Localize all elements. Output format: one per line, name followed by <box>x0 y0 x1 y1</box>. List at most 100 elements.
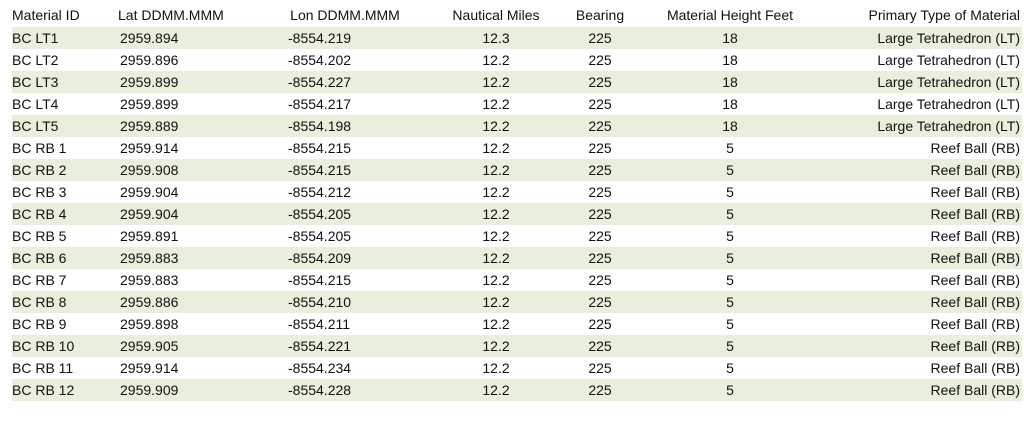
cell-lat: 2959.896 <box>120 52 179 68</box>
cell-height: 18 <box>722 74 738 90</box>
cell-lat: 2959.886 <box>120 294 179 310</box>
cell-nautical-miles: 12.2 <box>482 272 510 288</box>
cell-lon: -8554.228 <box>288 382 352 398</box>
table-row: BC RB 8 2959.886 -8554.210 12.2 225 5 Reef Bal… <box>12 291 1022 313</box>
cell-nautical-miles: 12.3 <box>482 30 510 46</box>
table-row: BC LT2 2959.896 -8554.202 12.2 225 18 Large Te… <box>12 49 1022 71</box>
table-row: BC RB 11 2959.914 -8554.234 12.2 225 5 Reef Ba… <box>12 357 1022 379</box>
cell-bearing: 225 <box>588 250 612 266</box>
cell-material-id: BC RB 3 <box>12 184 67 200</box>
header-bearing: Bearing <box>575 7 625 23</box>
cell-lon: -8554.217 <box>288 96 352 112</box>
cell-bearing: 225 <box>588 52 612 68</box>
cell-lon: -8554.209 <box>288 250 352 266</box>
cell-type: Reef Ball (RB) <box>930 184 1020 200</box>
cell-bearing: 225 <box>588 30 612 46</box>
cell-height: 5 <box>726 228 734 244</box>
cell-bearing: 225 <box>588 74 612 90</box>
cell-material-id: BC LT3 <box>12 74 59 90</box>
cell-material-id: BC RB 8 <box>12 294 67 310</box>
cell-height: 5 <box>726 360 734 376</box>
cell-lat: 2959.891 <box>120 228 179 244</box>
cell-bearing: 225 <box>588 360 612 376</box>
cell-lon: -8554.205 <box>288 206 352 222</box>
cell-bearing: 225 <box>588 162 612 178</box>
table-row: BC LT3 2959.899 -8554.227 12.2 225 18 Large Te… <box>12 71 1022 93</box>
cell-lat: 2959.883 <box>120 272 179 288</box>
cell-material-id: BC RB 11 <box>12 360 74 376</box>
cell-type: Large Tetrahedron (LT) <box>877 52 1020 68</box>
cell-bearing: 225 <box>588 272 612 288</box>
cell-type: Reef Ball (RB) <box>930 206 1020 222</box>
cell-type: Reef Ball (RB) <box>930 272 1020 288</box>
cell-nautical-miles: 12.2 <box>482 140 510 156</box>
table-row: BC RB 3 2959.904 -8554.212 12.2 225 5 Reef Bal… <box>12 181 1022 203</box>
table-header: Material ID Lat DDMM.MMM Lon DDMM.MMM Na… <box>12 4 1022 27</box>
cell-nautical-miles: 12.2 <box>482 228 510 244</box>
cell-nautical-miles: 12.2 <box>482 162 510 178</box>
cell-nautical-miles: 12.2 <box>482 74 510 90</box>
cell-type: Large Tetrahedron (LT) <box>877 96 1020 112</box>
header-lat: Lat DDMM.MMM <box>118 7 224 23</box>
cell-nautical-miles: 12.2 <box>482 338 510 354</box>
cell-material-id: BC RB 2 <box>12 162 67 178</box>
cell-type: Large Tetrahedron (LT) <box>877 30 1020 46</box>
cell-height: 5 <box>726 294 734 310</box>
cell-material-id: BC LT5 <box>12 118 59 134</box>
cell-height: 18 <box>722 118 738 134</box>
table-row: BC RB 9 2959.898 -8554.211 12.2 225 5 Reef Bal… <box>12 313 1022 335</box>
cell-nautical-miles: 12.2 <box>482 184 510 200</box>
cell-type: Reef Ball (RB) <box>930 162 1020 178</box>
table-row: BC LT1 2959.894 -8554.219 12.3 225 18 Large Te… <box>12 27 1022 49</box>
cell-material-id: BC RB 12 <box>12 382 75 398</box>
cell-lat: 2959.914 <box>120 360 179 376</box>
cell-bearing: 225 <box>588 184 612 200</box>
cell-lon: -8554.219 <box>288 30 352 46</box>
cell-type: Reef Ball (RB) <box>930 140 1020 156</box>
header-nautical-miles: Nautical Miles <box>452 7 540 23</box>
header-height: Material Height Feet <box>666 7 794 23</box>
table-row: BC RB 12 2959.909 -8554.228 12.2 225 5 Reef Ba… <box>12 379 1022 401</box>
table-body: BC LT1 2959.894 -8554.219 12.3 225 18 Large Te… <box>12 27 1022 401</box>
cell-bearing: 225 <box>588 316 612 332</box>
cell-material-id: BC RB 5 <box>12 228 67 244</box>
cell-nautical-miles: 12.2 <box>482 52 510 68</box>
header-lon: Lon DDMM.MMM <box>290 7 400 23</box>
table-row: BC RB 6 2959.883 -8554.209 12.2 225 5 Reef Bal… <box>12 247 1022 269</box>
cell-lat: 2959.904 <box>120 184 179 200</box>
cell-type: Large Tetrahedron (LT) <box>877 118 1020 134</box>
cell-lon: -8554.212 <box>288 184 352 200</box>
cell-bearing: 225 <box>588 206 612 222</box>
cell-height: 5 <box>726 250 734 266</box>
cell-lat: 2959.914 <box>120 140 179 156</box>
cell-lon: -8554.205 <box>288 228 352 244</box>
cell-lon: -8554.211 <box>288 316 351 332</box>
cell-nautical-miles: 12.2 <box>482 96 510 112</box>
cell-type: Reef Ball (RB) <box>930 316 1020 332</box>
cell-height: 5 <box>726 206 734 222</box>
cell-bearing: 225 <box>588 338 612 354</box>
cell-bearing: 225 <box>588 118 612 134</box>
table-row: BC LT4 2959.899 -8554.217 12.2 225 18 Large Te… <box>12 93 1022 115</box>
header-material-id: Material ID <box>12 7 80 23</box>
cell-type: Reef Ball (RB) <box>930 294 1020 310</box>
cell-height: 18 <box>722 96 738 112</box>
cell-type: Reef Ball (RB) <box>930 228 1020 244</box>
cell-material-id: BC RB 7 <box>12 272 67 288</box>
cell-lat: 2959.909 <box>120 382 179 398</box>
cell-height: 5 <box>726 338 734 354</box>
cell-height: 5 <box>726 162 734 178</box>
cell-lon: -8554.215 <box>288 140 352 156</box>
table-row: BC LT5 2959.889 -8554.198 12.2 225 18 Large Te… <box>12 115 1022 137</box>
cell-material-id: BC RB 4 <box>12 206 67 222</box>
table-row: BC RB 4 2959.904 -8554.205 12.2 225 5 Reef Bal… <box>12 203 1022 225</box>
cell-height: 5 <box>726 316 734 332</box>
cell-nautical-miles: 12.2 <box>482 250 510 266</box>
cell-lat: 2959.899 <box>120 96 179 112</box>
cell-type: Reef Ball (RB) <box>930 360 1020 376</box>
cell-bearing: 225 <box>588 294 612 310</box>
cell-type: Large Tetrahedron (LT) <box>877 74 1020 90</box>
cell-lat: 2959.883 <box>120 250 179 266</box>
cell-height: 18 <box>722 30 738 46</box>
cell-lat: 2959.899 <box>120 74 179 90</box>
